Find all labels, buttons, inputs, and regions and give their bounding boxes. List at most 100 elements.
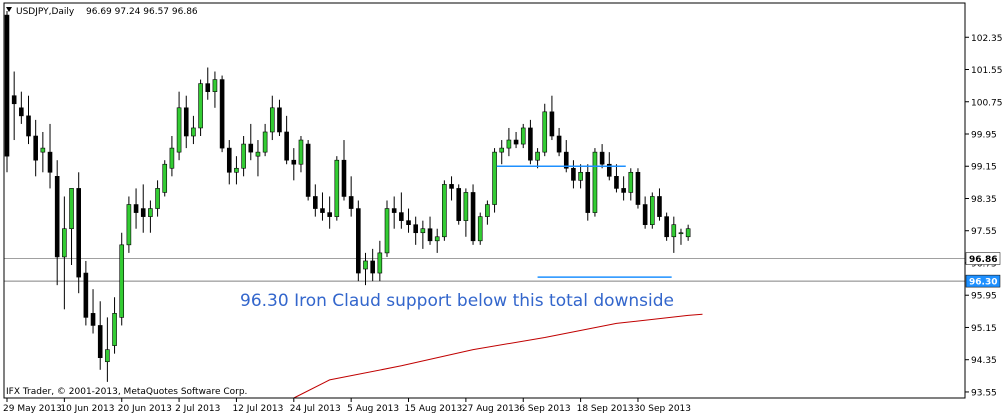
candle bbox=[298, 136, 304, 173]
candle bbox=[635, 168, 641, 209]
candle-body bbox=[592, 151, 598, 213]
x-axis-tick-label: 10 Jun 2013 bbox=[60, 404, 114, 414]
candle bbox=[434, 228, 440, 253]
candle-body bbox=[212, 79, 218, 92]
candle bbox=[427, 216, 433, 245]
x-axis-tick-label: 18 Sep 2013 bbox=[577, 404, 634, 414]
candle-body bbox=[298, 139, 304, 165]
y-axis-tick-label: 95.95 bbox=[971, 292, 997, 302]
triangle-down-icon[interactable] bbox=[6, 7, 12, 12]
candle-body bbox=[578, 171, 583, 181]
moving-average-line bbox=[293, 313, 703, 399]
x-axis-tick-label: 27 Aug 2013 bbox=[462, 404, 520, 414]
candle bbox=[370, 248, 375, 282]
candle-body bbox=[219, 79, 225, 149]
candle-body bbox=[642, 204, 648, 225]
candle bbox=[284, 115, 289, 165]
candle bbox=[535, 148, 540, 169]
candle bbox=[62, 196, 67, 310]
candle-body bbox=[69, 188, 74, 230]
candle-body bbox=[356, 208, 361, 274]
candle-body bbox=[449, 184, 454, 189]
candle-body bbox=[420, 228, 426, 234]
y-axis-tick-label: 93.55 bbox=[971, 388, 997, 398]
candle bbox=[83, 260, 89, 326]
candle bbox=[585, 164, 591, 221]
candle-body bbox=[4, 14, 10, 157]
candle bbox=[685, 224, 691, 241]
candle-body bbox=[313, 196, 318, 209]
y-axis-tick-label: 99.15 bbox=[971, 163, 997, 173]
candle bbox=[384, 200, 390, 257]
y-axis-tick-label: 97.55 bbox=[971, 227, 997, 237]
candle-body bbox=[384, 208, 390, 254]
x-axis-tick-label: 30 Sep 2013 bbox=[634, 404, 691, 414]
candle bbox=[234, 156, 239, 185]
candle-body bbox=[62, 228, 67, 258]
x-axis-tick-label: 12 Jul 2013 bbox=[232, 404, 283, 414]
candle-body bbox=[685, 228, 691, 238]
candle-body bbox=[255, 151, 261, 157]
candle-body bbox=[205, 83, 211, 92]
candle bbox=[520, 123, 526, 149]
candle-body bbox=[427, 228, 433, 242]
candle bbox=[19, 91, 24, 124]
candle bbox=[205, 67, 211, 100]
candle-body bbox=[664, 216, 669, 238]
candle-body bbox=[26, 115, 31, 137]
candle bbox=[183, 95, 189, 149]
candle bbox=[76, 172, 81, 294]
candle bbox=[105, 317, 110, 382]
candle bbox=[11, 71, 17, 141]
candle bbox=[262, 123, 268, 157]
x-axis-tick-label: 20 Jun 2013 bbox=[118, 404, 172, 414]
chart-symbol-label: USDJPY,Daily bbox=[16, 7, 75, 17]
candle bbox=[69, 188, 74, 265]
candle bbox=[33, 119, 38, 177]
candle-body bbox=[105, 349, 110, 363]
candle bbox=[363, 252, 368, 286]
current-price-box bbox=[965, 252, 1001, 265]
candle-body bbox=[434, 236, 440, 242]
candle-body bbox=[19, 107, 24, 117]
candle-body bbox=[485, 204, 490, 217]
candle bbox=[4, 11, 10, 173]
candle-body bbox=[305, 143, 311, 197]
candle-body bbox=[198, 83, 203, 129]
support-level-box bbox=[965, 274, 1001, 288]
candle-body bbox=[556, 135, 562, 153]
candle-body bbox=[399, 212, 404, 221]
candle-body bbox=[176, 107, 182, 153]
x-axis-tick-label: 5 Aug 2013 bbox=[347, 404, 399, 414]
support-level-label: 96.30 bbox=[969, 278, 997, 288]
candle-body bbox=[470, 192, 476, 242]
candle bbox=[377, 240, 383, 282]
candle-body bbox=[442, 184, 447, 238]
candle bbox=[664, 212, 669, 241]
candle-body bbox=[413, 224, 418, 234]
candle-body bbox=[119, 244, 125, 318]
candle-body bbox=[348, 196, 354, 209]
candle-body bbox=[671, 224, 677, 238]
candle bbox=[649, 192, 655, 229]
y-axis-tick-label: 101.55 bbox=[971, 66, 1003, 76]
x-axis-tick-label: 6 Sep 2013 bbox=[519, 404, 570, 414]
candle bbox=[442, 180, 447, 241]
candle-body bbox=[506, 139, 512, 149]
candle-body bbox=[327, 212, 332, 217]
candle-body bbox=[370, 260, 375, 274]
candle-body bbox=[148, 208, 153, 217]
candle bbox=[542, 103, 548, 157]
candle bbox=[485, 200, 490, 225]
candle-body bbox=[499, 147, 505, 153]
candle bbox=[212, 71, 218, 108]
candle-body bbox=[320, 208, 325, 213]
candle bbox=[463, 188, 469, 237]
candle-body bbox=[614, 176, 619, 189]
candle bbox=[327, 196, 332, 229]
candle bbox=[191, 115, 196, 145]
candle bbox=[628, 168, 634, 201]
candle-body bbox=[528, 127, 533, 161]
